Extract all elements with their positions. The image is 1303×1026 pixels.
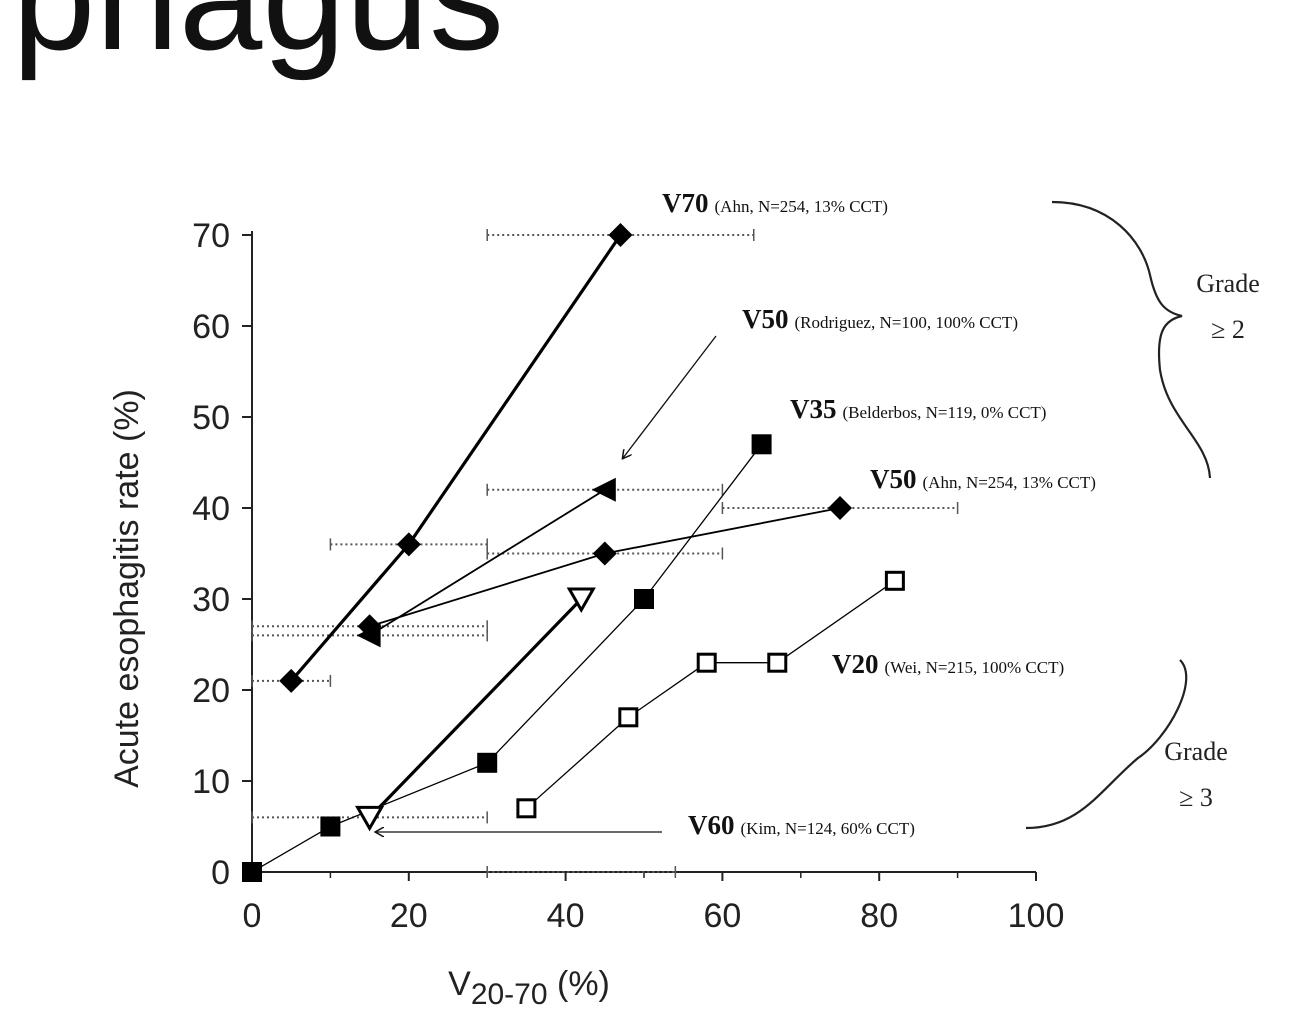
- grade-brackets: Grade ≥ 2 Grade ≥ 3: [1025, 200, 1260, 830]
- y-tick-label: 20: [192, 672, 230, 710]
- y-tick-label: 60: [192, 308, 230, 346]
- y-axis-title: Acute esophagitis rate (%): [108, 389, 146, 788]
- series-line: [368, 597, 583, 819]
- x-tick-label: 0: [243, 897, 262, 935]
- y-tick-label: 30: [192, 581, 230, 619]
- data-point-diamond: [592, 541, 617, 566]
- x-tick-label: 20: [390, 897, 428, 935]
- series-line: [289, 234, 622, 682]
- grade-threshold: ≥ 3: [1179, 783, 1213, 812]
- data-point-square: [242, 862, 262, 882]
- series-label: V50 (Rodriguez, N=100, 100% CCT): [742, 304, 1018, 334]
- slide-title: phagus: [12, 0, 504, 72]
- data-point-open-triangle: [566, 587, 596, 614]
- series-label: V20 (Wei, N=215, 100% CCT): [832, 649, 1064, 679]
- series-line: [525, 580, 896, 809]
- x-tick-label: 100: [1008, 897, 1065, 935]
- series-label: V60 (Kim, N=124, 60% CCT): [688, 810, 915, 840]
- series-line: [369, 489, 606, 637]
- data-point-diamond: [608, 223, 633, 247]
- data-point-open-square: [516, 798, 537, 819]
- x-tick-label: 40: [547, 897, 585, 935]
- x-tick-label: 80: [860, 897, 898, 935]
- y-tick-label: 10: [192, 763, 230, 801]
- data-point-triangle: [591, 477, 616, 502]
- series-label: V50 (Ahn, N=254, 13% CCT): [870, 464, 1096, 494]
- y-tick-label: 0: [211, 854, 230, 892]
- data-point-square: [477, 752, 498, 773]
- data-point-square: [634, 589, 654, 609]
- series-line: [369, 507, 841, 628]
- data-point-open-square: [884, 570, 905, 591]
- series-label: V35 (Belderbos, N=119, 0% CCT): [790, 394, 1046, 424]
- data-point-square: [751, 434, 772, 455]
- series-label: V70 (Ahn, N=254, 13% CCT): [662, 188, 888, 218]
- grade-2-bracket: [1051, 200, 1212, 479]
- data-point-open-square: [767, 652, 788, 673]
- grade-label: Grade: [1196, 269, 1260, 298]
- grade-3-bracket: [1025, 659, 1188, 830]
- data-point-open-triangle: [355, 805, 385, 832]
- data-point-diamond: [828, 496, 852, 520]
- data-point-open-square: [618, 707, 639, 728]
- data-point-diamond: [396, 532, 421, 557]
- annotation-arrow: [623, 335, 717, 458]
- data-point-square: [320, 816, 341, 837]
- data-point-diamond: [357, 614, 382, 639]
- series-annotations: V70 (Ahn, N=254, 13% CCT) V50 (Rodriguez, N…: [376, 188, 1096, 840]
- x-axis-title: V20-70 (%): [448, 965, 610, 1011]
- data-markers: [242, 223, 905, 882]
- grade-label: Grade: [1164, 737, 1228, 766]
- data-point-open-square: [696, 652, 717, 673]
- y-tick-label: 40: [192, 490, 230, 528]
- series-line: [251, 443, 763, 873]
- x-tick-label: 60: [703, 897, 741, 935]
- y-tick-label: 70: [192, 217, 230, 255]
- data-point-diamond: [279, 668, 304, 693]
- error-bars: [251, 229, 959, 878]
- axes: 0 10 20 30 40 50 60 70 0 20 40 60 80 100 Acute esophag…: [108, 217, 1064, 1011]
- grade-threshold: ≥ 2: [1211, 315, 1245, 344]
- y-tick-label: 50: [192, 399, 230, 437]
